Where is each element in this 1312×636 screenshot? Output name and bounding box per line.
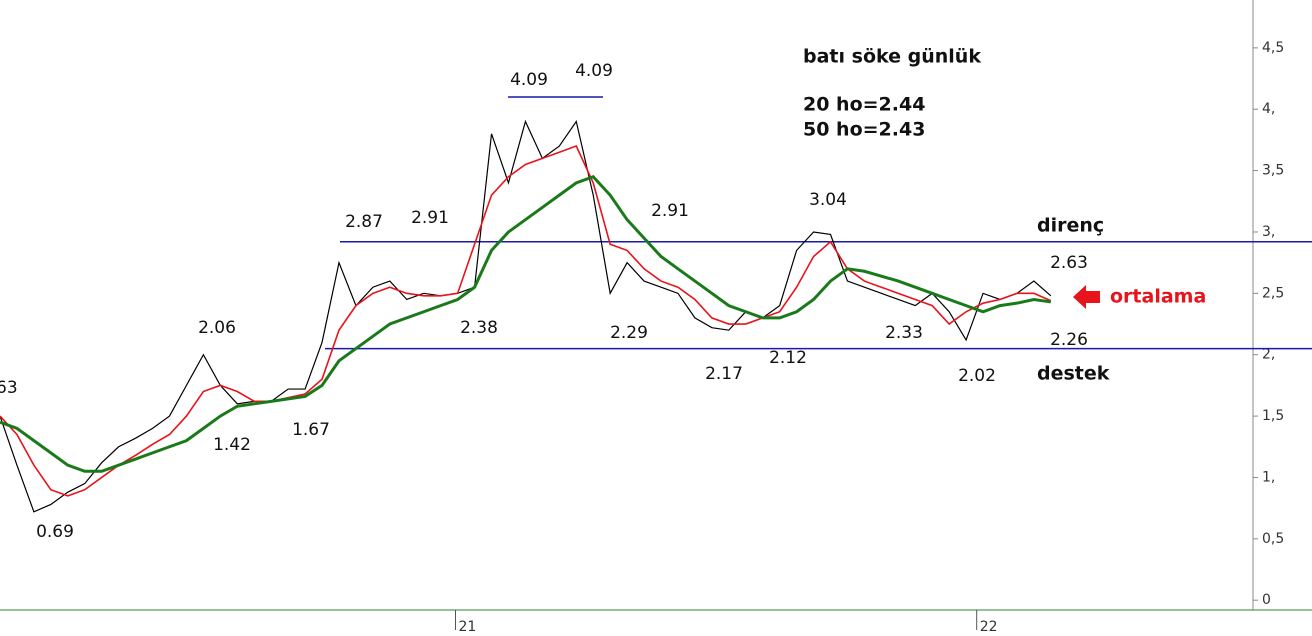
- arrow: [1073, 285, 1100, 309]
- annotation: 2.91: [651, 201, 689, 221]
- subtitle: 20 ho=2.44: [803, 94, 925, 116]
- level-label: destek: [1037, 363, 1110, 385]
- annotation: 2.02: [958, 366, 996, 386]
- y-tick-label: 2,: [1262, 347, 1275, 363]
- y-tick-label: 0,5: [1262, 531, 1284, 547]
- marker-label: ortalama: [1110, 286, 1206, 308]
- y-tick-label: 4,5: [1262, 40, 1284, 56]
- series-line: [0, 174, 1052, 473]
- annotation: 2.87: [345, 212, 383, 232]
- annotation: 1.42: [213, 435, 251, 455]
- y-tick-label: 1,5: [1262, 408, 1284, 424]
- annotation: 2.17: [705, 364, 743, 384]
- y-tick-label: 3,: [1262, 224, 1275, 240]
- x-tick-label: 21: [459, 619, 477, 635]
- y-tick-label: 4,: [1262, 101, 1275, 117]
- annotation: 2.63: [1050, 253, 1088, 273]
- x-tick-label: 22: [980, 619, 998, 635]
- y-tick-label: 1,: [1262, 469, 1275, 485]
- level-label: direnç: [1037, 215, 1104, 237]
- chart-title: batı söke günlük: [803, 46, 981, 68]
- annotation: 2.06: [198, 318, 236, 338]
- annotation: 4.09: [510, 70, 548, 90]
- y-tick-label: 3,5: [1262, 163, 1284, 179]
- annotation: 2.38: [460, 318, 498, 338]
- series-line: [0, 145, 1052, 497]
- series-line: [0, 119, 1052, 513]
- annotation: 3.04: [809, 190, 847, 210]
- annotation: 2.12: [769, 348, 807, 368]
- annotation: 2.91: [411, 208, 449, 228]
- annotation: 1.67: [292, 420, 330, 440]
- annotation: 2.26: [1050, 330, 1088, 350]
- subtitle: 50 ho=2.43: [803, 119, 925, 141]
- y-tick-label: 0: [1262, 592, 1271, 608]
- y-tick-label: 2,5: [1262, 285, 1284, 301]
- annotation: 2.33: [885, 323, 923, 343]
- annotation: 63: [0, 378, 18, 398]
- annotation: 0.69: [36, 522, 74, 542]
- annotation: 4.09: [575, 61, 613, 81]
- annotation: 2.29: [610, 323, 648, 343]
